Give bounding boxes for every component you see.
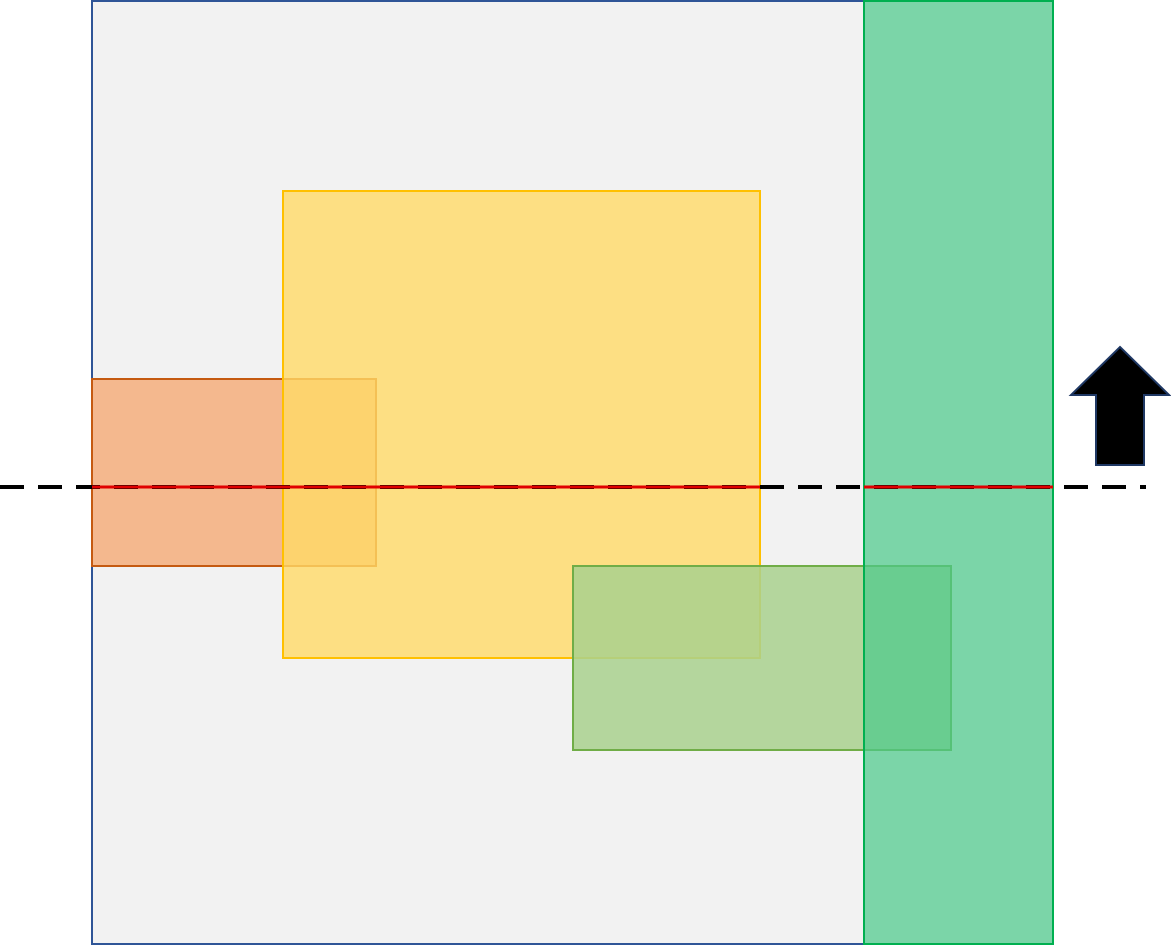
green-column <box>863 0 1054 945</box>
up-arrow-icon <box>1068 345 1171 466</box>
